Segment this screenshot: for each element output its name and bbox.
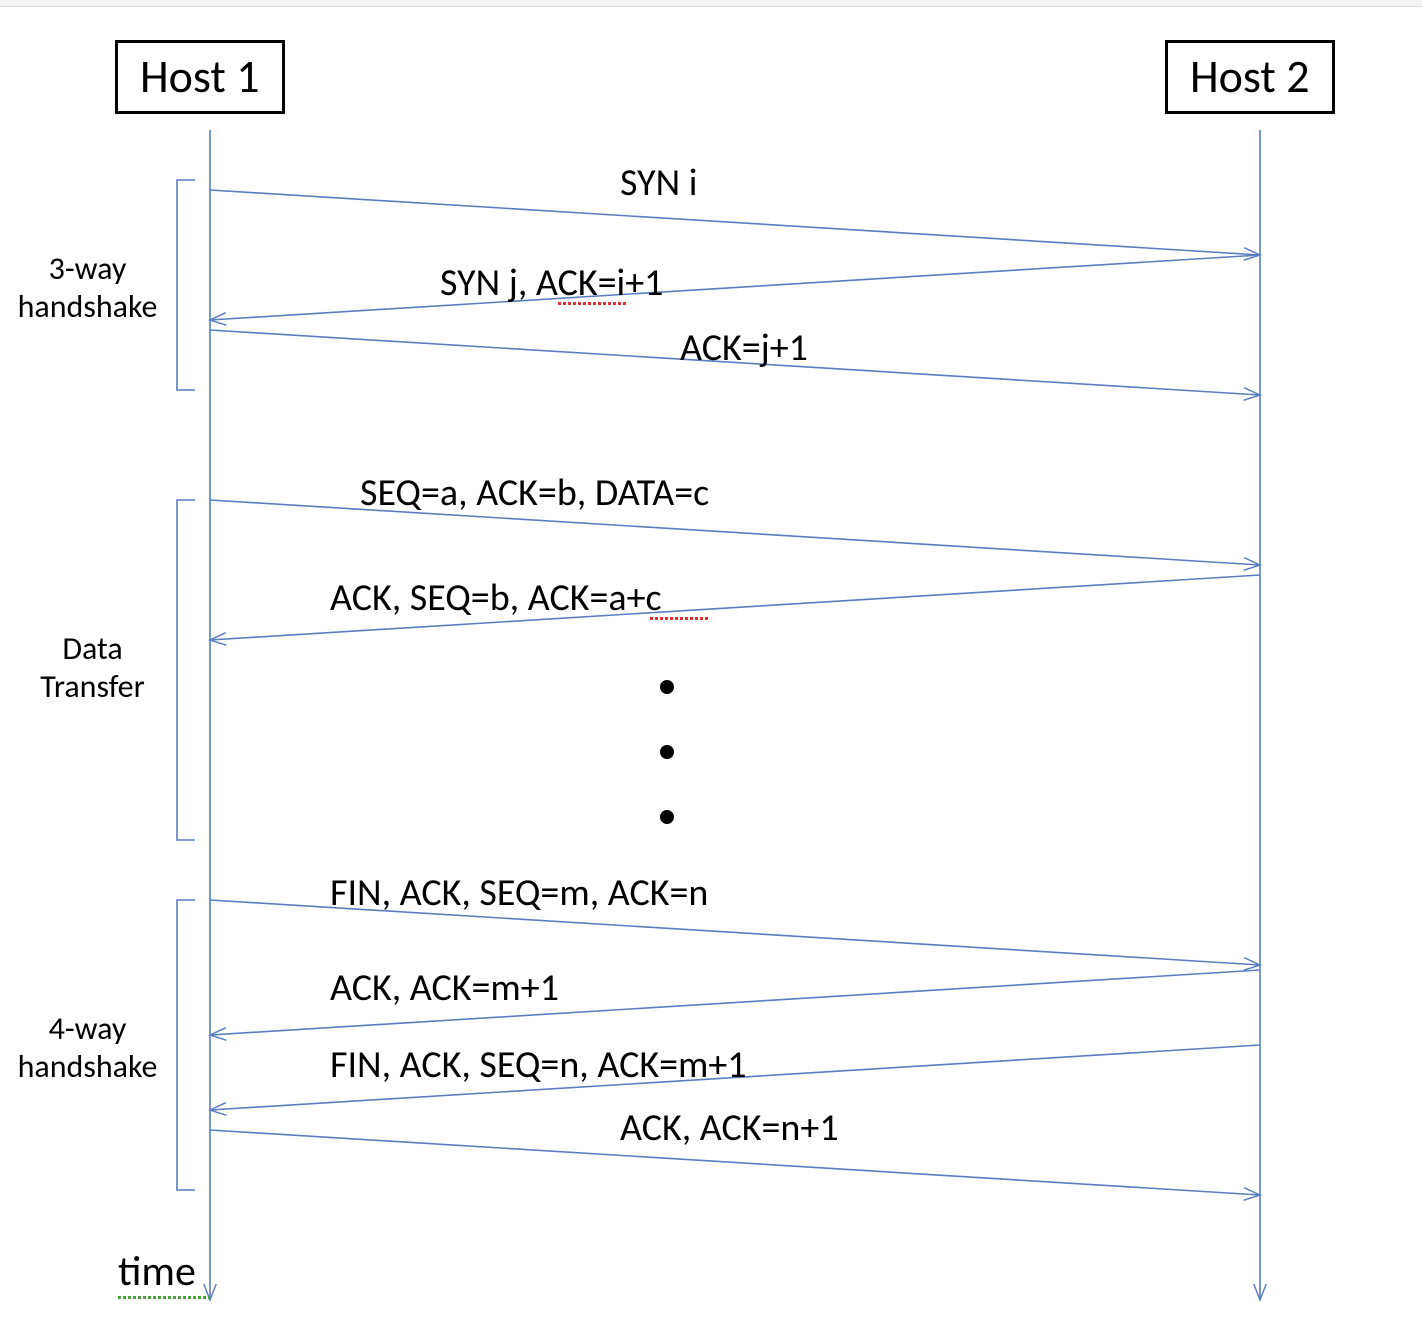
ellipsis-dot-3 <box>660 810 674 824</box>
label-syn: SYN i <box>620 160 697 206</box>
arrow-syn <box>210 190 1260 255</box>
time-squiggle <box>118 1296 210 1299</box>
phase-4way-l2: handshake <box>18 1047 158 1086</box>
diagram-canvas: Host 1 Host 2 <box>0 0 1422 1324</box>
squiggle-ack <box>558 302 626 305</box>
label-dataack: ACK, SEQ=b, ACK=a+c <box>330 575 662 621</box>
phase-3way: 3-way handshake <box>10 250 165 327</box>
phase-data-l2: Transfer <box>40 667 145 706</box>
bracket-3way <box>177 180 195 390</box>
phase-3way-l2: handshake <box>18 287 158 326</box>
ellipsis-dot-1 <box>660 680 674 694</box>
phase-4way-l1: 4-way <box>49 1009 127 1048</box>
label-data1: SEQ=a, ACK=b, DATA=c <box>360 470 709 516</box>
squiggle-aplusc <box>650 617 710 620</box>
phase-4way: 4-way handshake <box>10 1010 165 1087</box>
bracket-4way <box>177 900 195 1190</box>
label-finalack: ACK, ACK=n+1 <box>620 1105 839 1151</box>
phase-data-l1: Data <box>62 629 122 668</box>
label-fin2: FIN, ACK, SEQ=n, ACK=m+1 <box>330 1042 747 1088</box>
ellipsis-dot-2 <box>660 745 674 759</box>
arrow-synack <box>210 255 1260 320</box>
phase-data: Data Transfer <box>20 630 165 707</box>
label-ack1: ACK=j+1 <box>680 325 808 371</box>
time-label: time <box>118 1246 196 1297</box>
bracket-data <box>177 500 195 840</box>
label-synack: SYN j, ACK=i+1 <box>440 260 663 306</box>
phase-3way-l1: 3-way <box>49 249 127 288</box>
label-fin1: FIN, ACK, SEQ=m, ACK=n <box>330 870 708 916</box>
label-finack1: ACK, ACK=m+1 <box>330 965 559 1011</box>
